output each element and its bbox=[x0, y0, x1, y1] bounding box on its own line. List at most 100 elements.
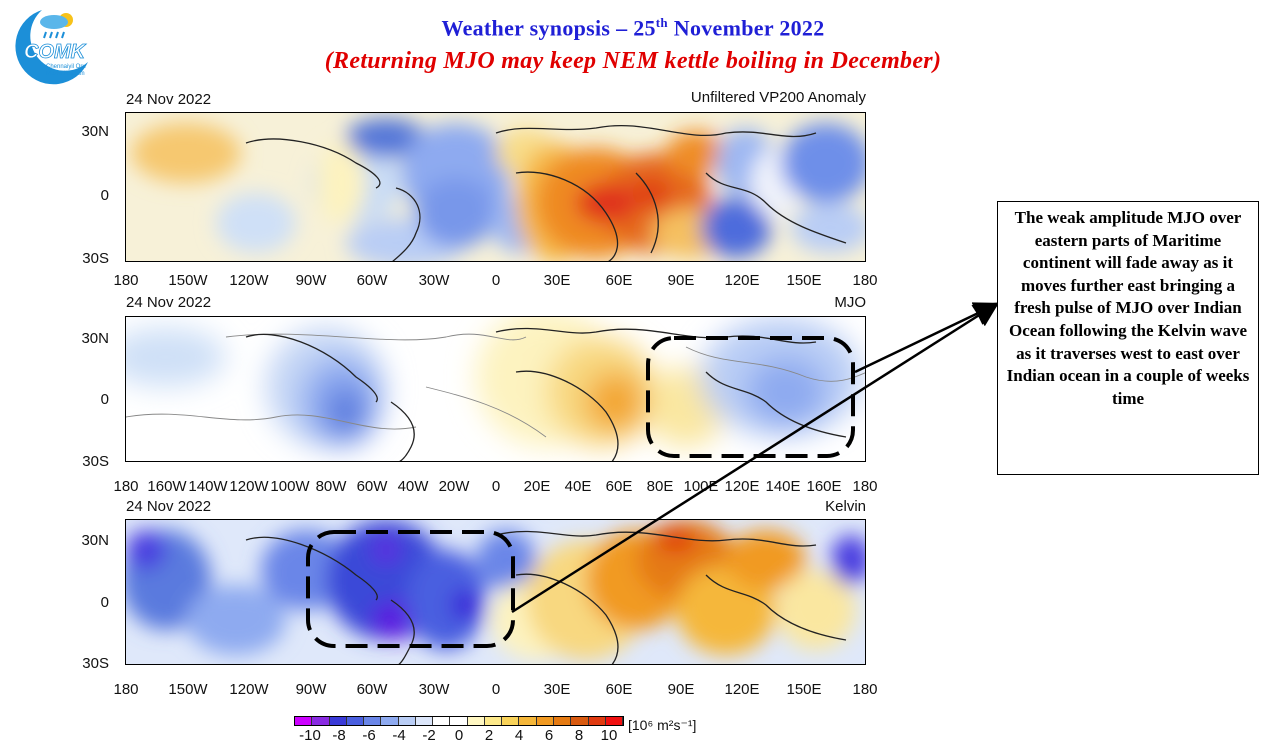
panel1-xtick: 120E bbox=[724, 272, 760, 289]
panel3-xtick: 0 bbox=[491, 681, 501, 698]
panel2-xtick: 100W bbox=[270, 478, 310, 495]
colorbar-label: 4 bbox=[514, 727, 524, 744]
panel2-xtick: 160E bbox=[806, 478, 842, 495]
colorbar-swatch bbox=[484, 717, 503, 725]
panel2-xtick: 60W bbox=[356, 478, 388, 495]
panel3-xtick: 120W bbox=[229, 681, 269, 698]
colorbar-swatch bbox=[588, 717, 606, 725]
panel1-xtick: 30W bbox=[418, 272, 450, 289]
panel1-map bbox=[125, 112, 866, 262]
panel2-xtick: 160W bbox=[147, 478, 187, 495]
panel2-xtick: 120W bbox=[229, 478, 269, 495]
colorbar-swatch bbox=[295, 717, 313, 725]
colorbar-swatch bbox=[381, 717, 399, 725]
page-title: Weather synopsis – 25th November 2022 bbox=[0, 15, 1266, 41]
colorbar-label: 10 bbox=[600, 727, 618, 744]
panel3-xtick: 150E bbox=[786, 681, 822, 698]
panel2-xtick: 0 bbox=[491, 478, 501, 495]
panel3-date: 24 Nov 2022 bbox=[126, 498, 212, 515]
panel1-xtick: 60E bbox=[605, 272, 633, 289]
panel2-xtick: 80E bbox=[646, 478, 674, 495]
colorbar-swatch bbox=[398, 717, 416, 725]
panel3-xtick: 180 bbox=[113, 681, 139, 698]
logo-text: COMK bbox=[24, 41, 87, 63]
panel3-xtick: 180 bbox=[852, 681, 878, 698]
colorbar-swatch bbox=[329, 717, 347, 725]
colorbar-units: [10⁶ m²s⁻¹] bbox=[628, 717, 697, 733]
kelvin-highlight-box bbox=[306, 530, 515, 648]
colorbar-label: 0 bbox=[454, 727, 464, 744]
panel2-xtick: 120E bbox=[724, 478, 760, 495]
panel1-xtick: 30E bbox=[543, 272, 571, 289]
colorbar-swatch bbox=[433, 717, 451, 725]
colorbar-label: -2 bbox=[422, 727, 436, 744]
panel1-xtick: 90E bbox=[667, 272, 695, 289]
arrow-mjo-to-callout bbox=[854, 302, 1000, 374]
panel3-xaxis: 180 150W 120W 90W 60W 30W 0 30E 60E 90E … bbox=[0, 681, 1266, 701]
colorbar-label: -10 bbox=[299, 727, 321, 744]
colorbar-swatch bbox=[519, 717, 537, 725]
colorbar-label: -4 bbox=[392, 727, 406, 744]
panel2-date: 24 Nov 2022 bbox=[126, 294, 212, 311]
panel1-xtick: 90W bbox=[295, 272, 327, 289]
colorbar-swatch bbox=[553, 717, 572, 725]
panel1-xtick: 150W bbox=[168, 272, 208, 289]
panel2-map bbox=[125, 316, 866, 462]
panel2-xtick: 20E bbox=[523, 478, 551, 495]
panel3-xtick: 60E bbox=[605, 681, 633, 698]
colorbar-swatch bbox=[571, 717, 589, 725]
panel3-ytick-0: 0 bbox=[100, 594, 109, 611]
title-superscript: th bbox=[655, 15, 668, 30]
panel1-ytick-30n: 30N bbox=[81, 123, 109, 140]
panel3-xtick: 60W bbox=[356, 681, 388, 698]
panel2-xaxis: 180 160W 140W 120W 100W 80W 60W 40W 20W … bbox=[0, 478, 1266, 498]
panel3-xtick: 30E bbox=[543, 681, 571, 698]
panel2-xtick: 60E bbox=[605, 478, 633, 495]
panel1-label: Unfiltered VP200 Anomaly bbox=[690, 89, 866, 106]
panel3-xtick: 90W bbox=[295, 681, 327, 698]
colorbar-swatch bbox=[415, 717, 434, 725]
colorbar-labels: -10 -8 -6 -4 -2 0 2 4 6 8 10 bbox=[0, 727, 1266, 745]
colorbar-label: -6 bbox=[362, 727, 376, 744]
page-subtitle: (Returning MJO may keep NEM kettle boili… bbox=[324, 48, 942, 74]
colorbar-swatch bbox=[364, 717, 382, 725]
colorbar-label: 2 bbox=[484, 727, 494, 744]
title-rest: November 2022 bbox=[667, 15, 825, 41]
panel2-xtick: 40E bbox=[564, 478, 592, 495]
panel2-xtick: 40W bbox=[397, 478, 429, 495]
panel3-xtick: 90E bbox=[667, 681, 695, 698]
panel2-xtick: 80W bbox=[315, 478, 347, 495]
callout-box: The weak amplitude MJO over eastern part… bbox=[997, 201, 1259, 475]
panel2-xtick: 180 bbox=[852, 478, 878, 495]
panel1-xtick: 0 bbox=[491, 272, 501, 289]
colorbar-label: 6 bbox=[544, 727, 554, 744]
panel1-ytick-0: 0 bbox=[100, 187, 109, 204]
panel3-xtick: 150W bbox=[168, 681, 208, 698]
panel2-ytick-0: 0 bbox=[100, 391, 109, 408]
title-main: Weather synopsis – 25 bbox=[441, 15, 656, 41]
panel3-xtick: 30W bbox=[418, 681, 450, 698]
arrow-kelvin-to-callout bbox=[511, 302, 1000, 614]
panel1-ytick-30s: 30S bbox=[82, 250, 109, 267]
colorbar-swatch bbox=[312, 717, 330, 725]
colorbar-label: -8 bbox=[332, 727, 346, 744]
colorbar-swatch bbox=[605, 717, 624, 725]
colorbar bbox=[294, 716, 624, 726]
colorbar-swatch bbox=[502, 717, 520, 725]
panel3-xtick: 120E bbox=[724, 681, 760, 698]
colorbar-swatch bbox=[536, 717, 554, 725]
panel2-ytick-30s: 30S bbox=[82, 453, 109, 470]
panel3-map bbox=[125, 519, 866, 665]
panel2-label: MJO bbox=[834, 294, 866, 311]
panel1-xtick: 150E bbox=[786, 272, 822, 289]
panel3-ytick-30n: 30N bbox=[81, 532, 109, 549]
panel1-xtick: 60W bbox=[356, 272, 388, 289]
logo-subtext-1: Chennaiyil Oru bbox=[46, 64, 86, 70]
colorbar-swatch bbox=[450, 717, 468, 725]
colorbar-swatch bbox=[346, 717, 365, 725]
logo-subtext-2: Mazhaikaalam bbox=[46, 71, 85, 77]
panel2-xtick: 180 bbox=[113, 478, 139, 495]
panel1-xtick: 180 bbox=[852, 272, 878, 289]
panel3-label: Kelvin bbox=[825, 498, 866, 515]
